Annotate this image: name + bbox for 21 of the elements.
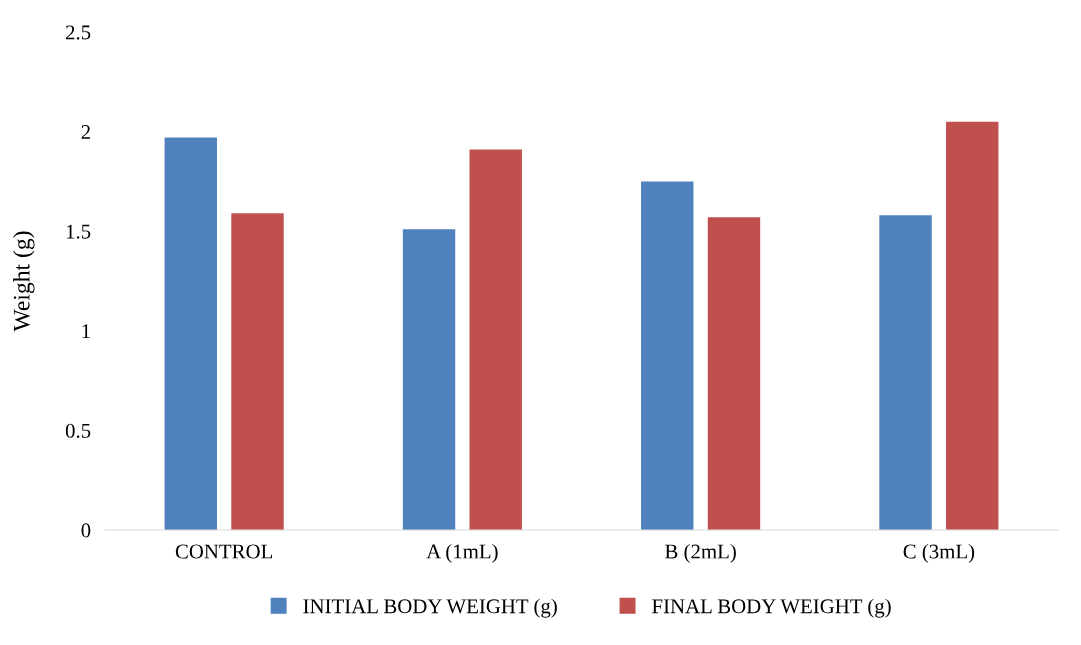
bar	[231, 213, 284, 530]
y-tick-label: 0	[81, 523, 91, 538]
x-tick-label: C (3mL)	[903, 543, 975, 563]
bar	[707, 217, 761, 530]
y-tick-label: 1	[82, 324, 90, 339]
x-tick-label: CONTROL	[175, 544, 273, 559]
bar	[402, 229, 456, 530]
bar	[946, 121, 999, 530]
y-tick-label: 2	[81, 125, 90, 139]
bar	[469, 149, 522, 530]
y-tick-label: 2.5	[65, 25, 91, 40]
y-axis-title: Weight (g)	[13, 231, 35, 332]
bar	[641, 181, 694, 530]
x-tick-label: B (2mL)	[665, 543, 736, 563]
bar	[879, 215, 932, 530]
bar	[164, 137, 217, 530]
legend-label: FINAL BODY WEIGHT (g)	[652, 598, 891, 618]
y-tick-label: 1.5	[66, 224, 91, 239]
legend-label: INITIAL BODY WEIGHT (g)	[303, 598, 557, 618]
y-tick-label: 0.5	[65, 423, 91, 438]
x-tick-label: A (1mL)	[426, 543, 498, 563]
